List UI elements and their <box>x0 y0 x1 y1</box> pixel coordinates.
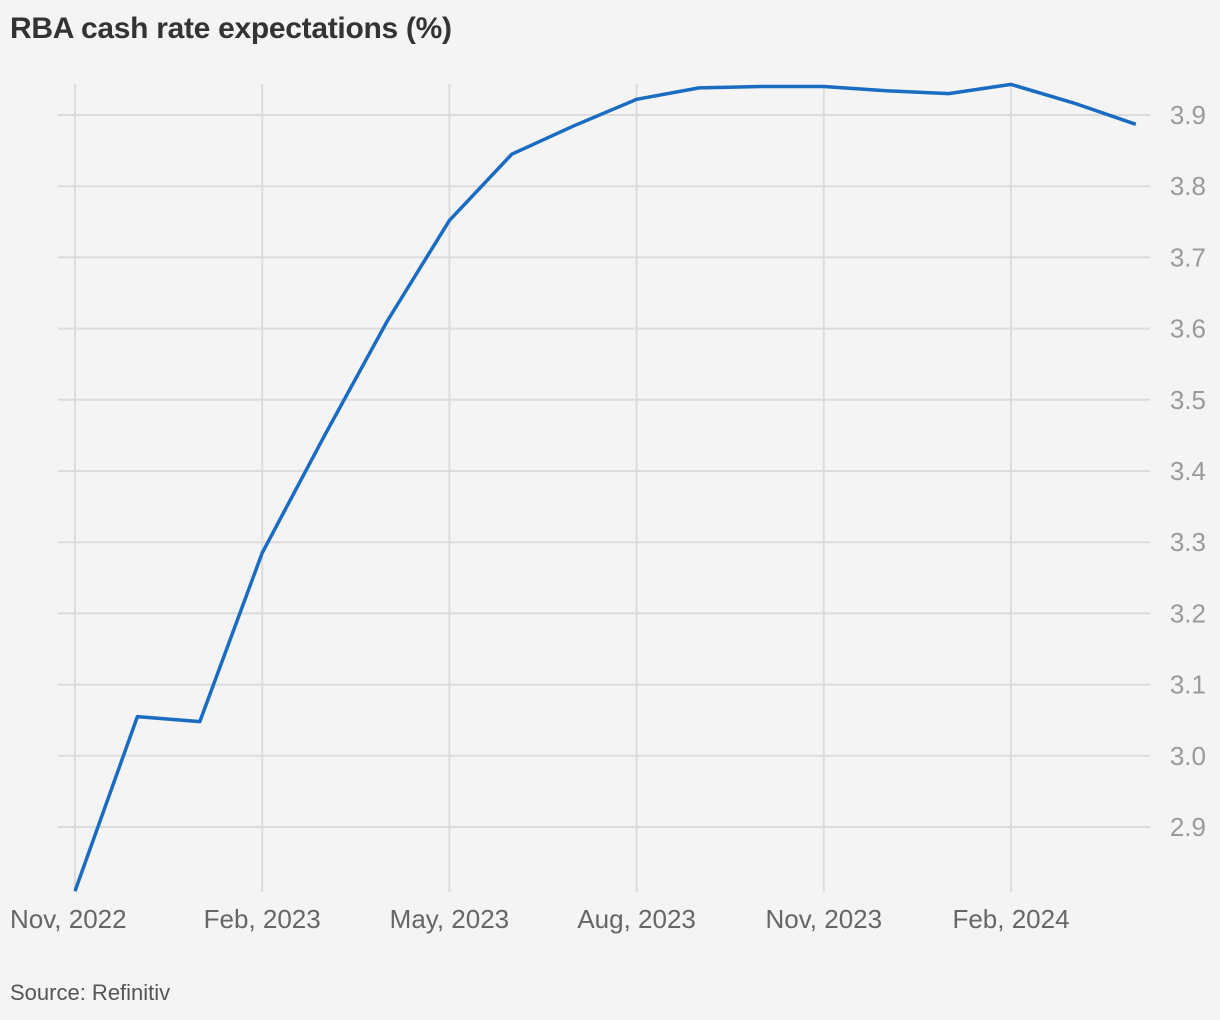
series-line <box>73 82 1137 892</box>
y-tick-label: 3.5 <box>1170 385 1206 415</box>
x-tick-label: Feb, 2023 <box>204 904 321 934</box>
y-tick-label: 3.9 <box>1170 100 1206 130</box>
y-tick-label: 3.6 <box>1170 314 1206 344</box>
y-tick-label: 2.9 <box>1170 812 1206 842</box>
source-note: Source: Refinitiv <box>10 980 171 1005</box>
y-tick-label: 3.3 <box>1170 527 1206 557</box>
series-layer <box>73 82 1137 892</box>
y-tick-label: 3.8 <box>1170 171 1206 201</box>
y-tick-label: 3.4 <box>1170 456 1206 486</box>
horizontal-gridlines <box>58 114 1150 828</box>
x-tick-label: Aug, 2023 <box>577 904 696 934</box>
y-tick-label: 3.7 <box>1170 242 1206 272</box>
x-axis-tick-labels: Nov, 2022 Feb, 2023 May, 2023 Aug, 2023 Nov,… <box>10 904 1070 934</box>
chart-title: RBA cash rate expectations (%) <box>10 12 452 45</box>
y-tick-label: 3.0 <box>1170 741 1206 771</box>
y-tick-label: 3.1 <box>1170 670 1206 700</box>
x-tick-label: Feb, 2024 <box>952 904 1069 934</box>
x-tick-label: Nov, 2022 <box>10 904 127 934</box>
x-tick-label: Nov, 2023 <box>766 904 883 934</box>
y-axis-tick-labels: 2.9 3.0 3.1 3.2 3.3 3.4 3.5 3.6 3.7 3.8 3.9 <box>1170 100 1206 842</box>
vertical-gridlines <box>74 84 1012 892</box>
x-tick-label: May, 2023 <box>390 904 509 934</box>
y-tick-label: 3.2 <box>1170 598 1206 628</box>
